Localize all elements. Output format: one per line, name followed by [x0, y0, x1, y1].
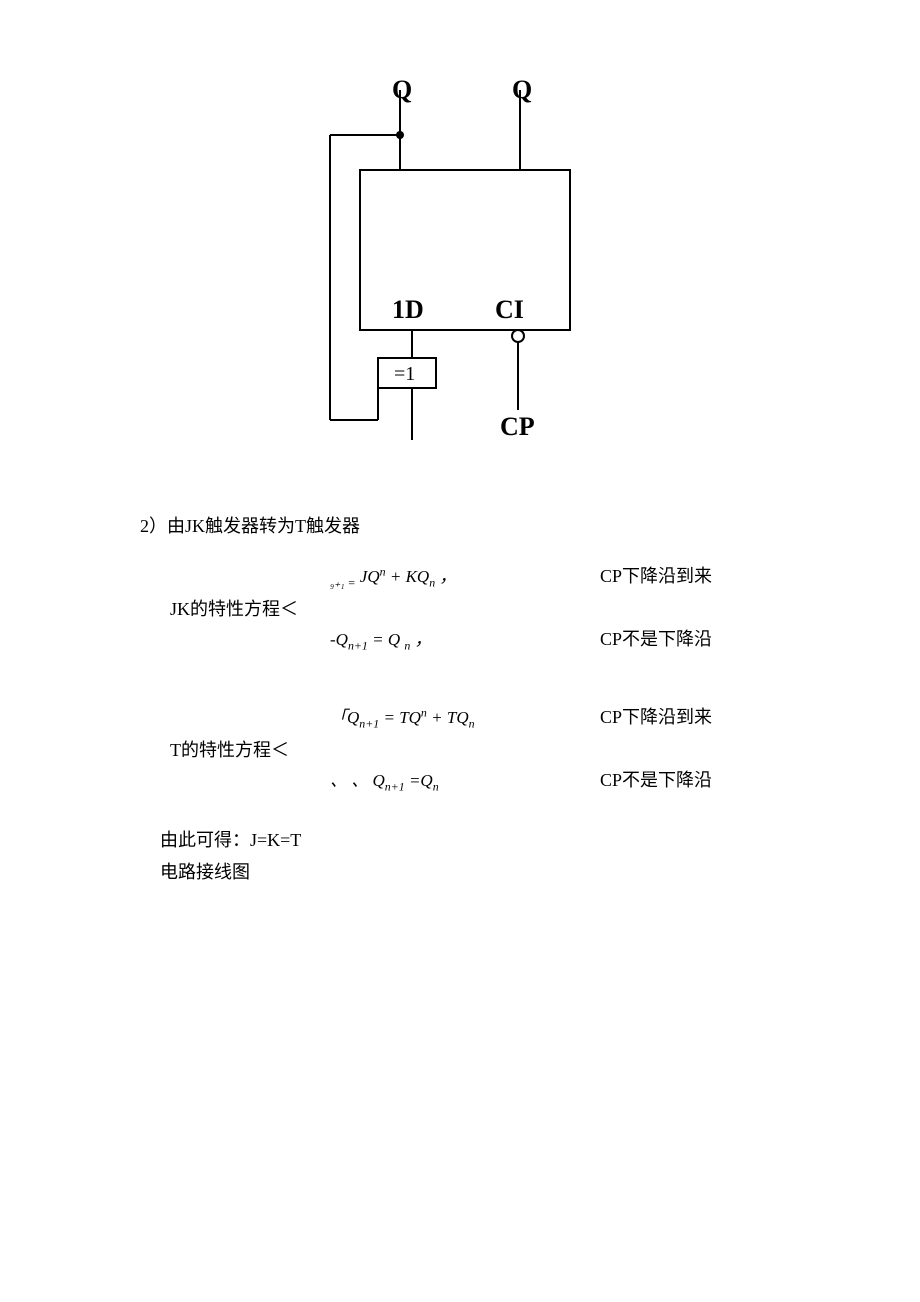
t-eq1-equals: = — [383, 708, 399, 727]
conclusion-line2: 电路接线图 — [160, 856, 820, 888]
t-equation-block: 「Qn+1 = TQn + TQn CP下降沿到来 T的特性方程＜ 、 、 Qn… — [100, 703, 820, 794]
t-eq2-row: 、 、 Qn+1 =Qn CP不是下降沿 — [100, 766, 820, 794]
circuit-diagram-container: Q Q 1D CI — [100, 80, 820, 460]
t-eq2-sub2: n — [433, 779, 439, 793]
jk-eq1-prefix: ₉₊₁ = — [330, 576, 356, 590]
jk-label-row: JK的特性方程＜ — [170, 595, 820, 621]
output-q-left: Q — [392, 80, 412, 104]
circuit-diagram: Q Q 1D CI — [300, 80, 620, 460]
conclusion-block: 由此可得：J=K=T 电路接线图 — [160, 824, 820, 889]
t-eq1-prefix: 「Q — [330, 708, 359, 727]
jk-eq2-formula: -Qn+1 = Q n ， — [330, 625, 570, 653]
t-eq2-condition: CP不是下降沿 — [600, 766, 712, 792]
t-equation-label: T的特性方程＜ — [170, 736, 289, 762]
t-eq1-row: 「Qn+1 = TQn + TQn CP下降沿到来 — [100, 703, 820, 731]
jk-equation-block: ₉₊₁ = JQn + KQn ， CP下降沿到来 JK的特性方程＜ -Qn+1… — [100, 562, 820, 653]
jk-eq2-sub2: n — [404, 638, 410, 652]
conclusion-line1: 由此可得：J=K=T — [160, 824, 820, 856]
jk-eq1-plus: + — [390, 567, 406, 586]
gate-eq1-label: =1 — [394, 363, 415, 385]
clock-ci-label: CI — [495, 295, 524, 324]
output-q-right: Q — [512, 80, 532, 104]
t-eq1-sub2: n — [469, 717, 475, 731]
jk-equation-label: JK的特性方程＜ — [170, 595, 298, 621]
jk-eq1-condition: CP下降沿到来 — [600, 562, 712, 588]
jk-eq1-term1: JQ — [360, 567, 380, 586]
t-eq2-prefix: 、 、 Q — [330, 771, 385, 790]
t-eq2-equals: =Q — [409, 771, 433, 790]
t-label-row: T的特性方程＜ — [170, 736, 820, 762]
t-eq2-sub: n+1 — [385, 779, 405, 793]
t-eq1-sub: n+1 — [359, 717, 379, 731]
t-eq1-formula: 「Qn+1 = TQn + TQn — [330, 703, 570, 731]
diagram-svg: Q Q 1D CI — [300, 80, 620, 460]
jk-eq1-sub2: n — [429, 576, 435, 590]
jk-eq1-formula: ₉₊₁ = JQn + KQn ， — [330, 562, 570, 590]
jk-eq2-condition: CP不是下降沿 — [600, 625, 712, 651]
jk-eq1-sup1: n — [380, 565, 386, 579]
jk-eq2-sub: n+1 — [348, 638, 368, 652]
jk-eq2-equals: = Q — [372, 630, 404, 649]
jk-eq1-term2: KQ — [406, 567, 430, 586]
input-1d-label: 1D — [392, 295, 424, 324]
clock-cp-label: CP — [500, 412, 535, 441]
jk-eq2-suffix: ， — [415, 630, 432, 649]
section-2-heading: 2）由JK触发器转为T触发器 — [140, 510, 820, 542]
jk-eq1-row: ₉₊₁ = JQn + KQn ， CP下降沿到来 — [100, 562, 820, 590]
t-eq1-sup1: n — [421, 706, 427, 720]
jk-eq2-prefix: -Q — [330, 630, 348, 649]
jk-eq2-row: -Qn+1 = Q n ， CP不是下降沿 — [100, 625, 820, 653]
section-2-heading-text: 2）由JK触发器转为T触发器 — [140, 516, 360, 536]
t-eq2-formula: 、 、 Qn+1 =Qn — [330, 766, 570, 794]
t-eq1-term2: TQ — [447, 708, 469, 727]
t-eq1-plus: + — [431, 708, 447, 727]
t-eq1-condition: CP下降沿到来 — [600, 703, 712, 729]
t-eq1-term1: TQ — [399, 708, 421, 727]
jk-eq1-suffix: ， — [439, 567, 456, 586]
